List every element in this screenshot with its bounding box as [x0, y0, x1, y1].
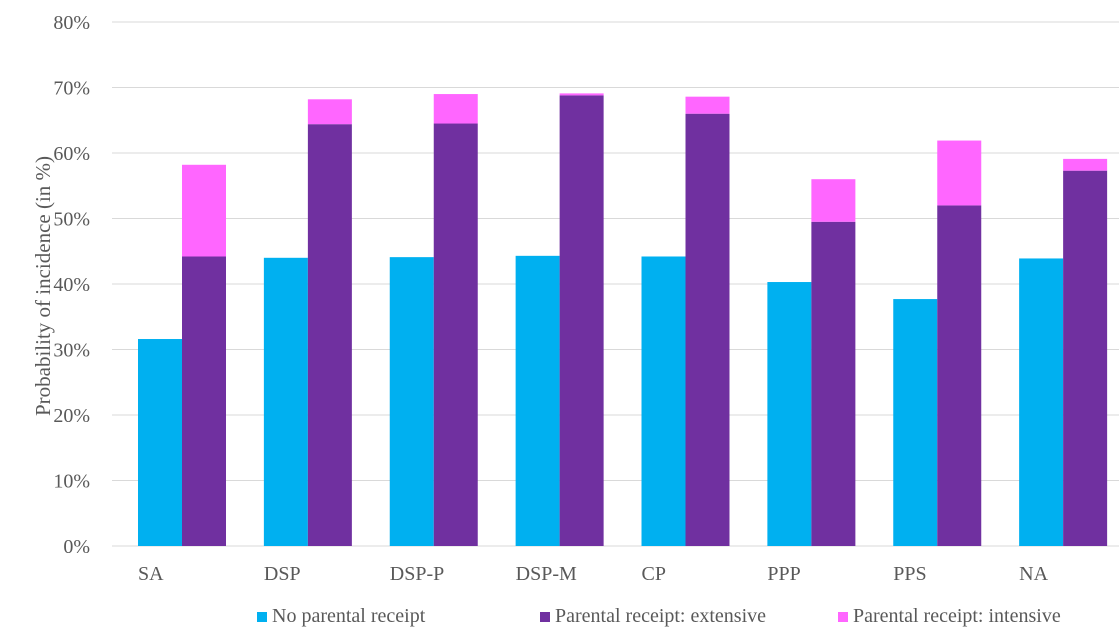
legend-swatch: [257, 612, 267, 622]
y-tick-label: 50%: [53, 209, 90, 231]
x-tick-label: DSP: [264, 563, 301, 585]
bar-parental-receipt-extensive-sa: [182, 256, 226, 546]
y-tick-label: 40%: [53, 274, 90, 296]
bar-no-parental-receipt-dsp-m: [515, 255, 560, 546]
y-tick-label: 70%: [53, 78, 90, 100]
x-tick-label: DSP-P: [390, 563, 444, 585]
bar-parental-receipt-intensive-sa: [182, 164, 226, 257]
bar-no-parental-receipt-dsp-p: [389, 257, 434, 546]
bar-parental-receipt-extensive-cp: [685, 113, 730, 546]
y-tick-label: 30%: [53, 340, 90, 362]
bar-parental-receipt-intensive-cp: [685, 96, 730, 114]
x-tick-label: DSP-M: [516, 563, 577, 585]
x-axis-ticks: SA DSP DSP-P DSP-M CP PPP PPS NA: [138, 563, 1049, 585]
x-tick-label: CP: [642, 563, 666, 585]
x-tick-label: PPS: [893, 563, 926, 585]
legend-entry: No parental receipt: [272, 605, 426, 627]
y-tick-label: 0%: [63, 536, 90, 558]
bar-parental-receipt-extensive-pps: [937, 205, 982, 546]
bar-parental-receipt-intensive-dsp-p: [433, 94, 478, 124]
bar-no-parental-receipt-pps: [893, 299, 938, 546]
bar-no-parental-receipt-ppp: [767, 282, 812, 546]
y-tick-label: 80%: [53, 12, 90, 34]
legend-swatch: [838, 612, 848, 622]
legend: No parental receipt Parental receipt: ext…: [257, 605, 1061, 627]
bar-parental-receipt-intensive-ppp: [811, 179, 856, 222]
bar-no-parental-receipt-cp: [641, 256, 686, 546]
legend-swatch: [540, 612, 550, 622]
bar-parental-receipt-extensive-dsp-p: [433, 123, 478, 547]
bar-parental-receipt-extensive-na: [1063, 170, 1108, 546]
bar-parental-receipt-intensive-pps: [937, 140, 982, 206]
bars: [138, 93, 1108, 547]
bar-parental-receipt-extensive-dsp: [307, 124, 352, 547]
bar-no-parental-receipt-dsp: [263, 257, 308, 546]
y-axis-ticks: 0% 10% 20% 30% 40% 50% 60% 70% 80%: [53, 12, 90, 558]
bar-parental-receipt-extensive-dsp-m: [559, 95, 604, 547]
legend-entry: Parental receipt: intensive: [853, 605, 1061, 627]
y-tick-label: 10%: [53, 471, 90, 493]
bar-parental-receipt-intensive-dsp-m: [559, 93, 604, 96]
y-tick-label: 60%: [53, 143, 90, 165]
bar-no-parental-receipt-sa: [138, 339, 182, 546]
bar-parental-receipt-extensive-ppp: [811, 221, 856, 546]
bar-no-parental-receipt-na: [1019, 258, 1064, 546]
x-tick-label: SA: [138, 563, 164, 585]
x-tick-label: NA: [1019, 563, 1048, 585]
x-tick-label: PPP: [767, 563, 800, 585]
bar-parental-receipt-intensive-dsp: [307, 99, 352, 125]
bar-parental-receipt-intensive-na: [1063, 158, 1108, 171]
y-axis-title: Probability of incidence (in %): [31, 156, 55, 416]
y-tick-label: 20%: [53, 405, 90, 427]
legend-entry: Parental receipt: extensive: [555, 605, 766, 627]
